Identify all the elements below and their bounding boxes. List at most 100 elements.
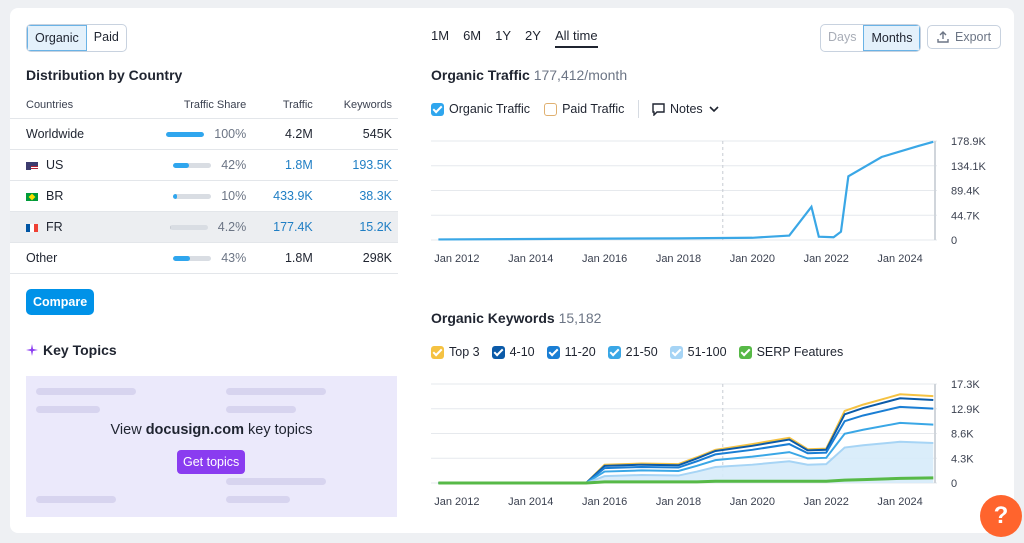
x-tick-label: Jan 2016 (582, 253, 627, 265)
x-tick-label: Jan 2014 (508, 253, 553, 265)
x-tick-label: Jan 2020 (730, 496, 775, 508)
x-tick-label: Jan 2024 (877, 253, 922, 265)
paid-traffic-checkbox[interactable] (544, 102, 558, 116)
legend-checkbox-top-3[interactable] (431, 345, 444, 359)
share-bar (169, 224, 208, 230)
legend-label: 4-10 (509, 345, 535, 359)
period-1y[interactable]: 1Y (495, 28, 512, 43)
paid-tab[interactable]: Paid (93, 30, 119, 44)
share-cell: 42% (126, 149, 253, 181)
legend-label: 11-20 (564, 345, 596, 359)
traffic-cell[interactable]: 433.9K (252, 180, 319, 212)
traffic-cell: 4.2M (252, 118, 319, 150)
country-cell: US (10, 149, 127, 181)
traffic-cell[interactable]: 1.8M (252, 149, 319, 181)
key-topics-message: View docusign.com key topics (110, 422, 313, 438)
y-tick-label: 44.7K (951, 210, 980, 222)
period-6m[interactable]: 6M (463, 28, 482, 43)
table-row[interactable]: BR 10% 433.9K 38.3K (10, 180, 398, 212)
x-tick-label: Jan 2022 (804, 496, 849, 508)
traffic-cell: 1.8M (252, 242, 319, 274)
compare-button[interactable]: Compare (26, 289, 95, 315)
series-line-4-10 (438, 397, 934, 484)
col-traffic: Traffic (252, 92, 319, 119)
x-tick-label: Jan 2020 (730, 253, 775, 265)
country-cell: Worldwide (10, 118, 127, 150)
keywords-title: Organic Keywords 15,182 (431, 310, 602, 326)
x-tick-label: Jan 2024 (877, 496, 922, 508)
share-cell: 100% (126, 118, 253, 150)
chevron-down-icon (709, 106, 719, 113)
y-tick-label: 8.6K (951, 429, 974, 441)
legend-label: SERP Features (756, 345, 844, 359)
organic-tab[interactable]: Organic (27, 25, 87, 51)
series-line-21-50 (438, 421, 934, 484)
months-tab[interactable]: Months (863, 25, 921, 51)
table-row[interactable]: FR 4.2% 177.4K 15.2K (10, 211, 398, 243)
series-line-11-20 (438, 405, 934, 484)
export-button[interactable]: Export (927, 25, 1002, 49)
keywords-cell[interactable]: 15.2K (318, 211, 398, 243)
series-line-top-3 (438, 393, 934, 484)
series-area-51-100 (438, 441, 934, 483)
table-row[interactable]: Other 43% 1.8M 298K (10, 242, 398, 274)
share-cell: 43% (126, 242, 253, 274)
y-tick-label: 0 (951, 235, 957, 247)
legend-checkbox-serp-features[interactable] (738, 345, 752, 359)
help-button[interactable]: ? (980, 495, 1022, 537)
us-flag-icon (26, 161, 38, 170)
legend-checkbox-4-10[interactable] (491, 345, 505, 359)
share-bar (166, 131, 205, 137)
organic-traffic-checkbox[interactable] (431, 102, 444, 116)
share-cell: 4.2% (126, 211, 253, 243)
country-cell: BR (10, 180, 127, 212)
get-topics-button[interactable]: Get topics (177, 450, 246, 474)
share-bar (173, 255, 212, 261)
table-row[interactable]: Worldwide 100% 4.2M 545K (10, 118, 398, 150)
traffic-title: Organic Traffic 177,412/month (431, 67, 628, 83)
keywords-cell[interactable]: 38.3K (318, 180, 398, 212)
br-flag-icon (26, 192, 38, 201)
keywords-cell: 298K (318, 242, 398, 274)
legend-label: 51-100 (687, 345, 727, 359)
key-topics-title: Key Topics (43, 342, 117, 358)
share-bar (173, 162, 212, 168)
traffic-legend: Organic Traffic Paid Traffic (431, 102, 624, 116)
x-tick-label: Jan 2016 (582, 496, 627, 508)
period-selector: 1M 6M 1Y 2Y All time (431, 28, 598, 48)
table-row[interactable]: US 42% 1.8M 193.5K (10, 149, 398, 181)
period-1m[interactable]: 1M (431, 28, 450, 43)
keywords-value: 15,182 (558, 310, 602, 326)
country-table: Countries Traffic Share Traffic Keywords… (10, 92, 398, 274)
organic-traffic-label: Organic Traffic (449, 102, 531, 116)
legend-checkbox-11-20[interactable] (546, 345, 560, 359)
y-tick-label: 0 (951, 478, 957, 490)
legend-label: Top 3 (449, 345, 480, 359)
notes-label: Notes (670, 102, 703, 116)
period-all-time[interactable]: All time (554, 28, 598, 48)
period-2y[interactable]: 2Y (525, 28, 541, 43)
col-countries: Countries (10, 92, 127, 119)
share-cell: 10% (126, 180, 253, 212)
series-line-serp-features (438, 476, 934, 485)
fr-flag-icon (26, 223, 38, 232)
export-label: Export (955, 30, 992, 44)
keywords-legend: Top 3 4-10 11-20 21-50 51-100 SERP Features (431, 345, 855, 359)
keywords-cell[interactable]: 193.5K (318, 149, 398, 181)
traffic-cell[interactable]: 177.4K (252, 211, 319, 243)
y-tick-label: 17.3K (951, 379, 980, 391)
legend-checkbox-21-50[interactable] (607, 345, 621, 359)
x-tick-label: Jan 2022 (804, 253, 849, 265)
notes-dropdown[interactable]: Notes (652, 102, 719, 116)
x-tick-label: Jan 2018 (656, 496, 701, 508)
days-tab[interactable]: Days (828, 30, 857, 44)
x-tick-label: Jan 2018 (656, 253, 701, 265)
y-tick-label: 4.3K (951, 453, 974, 465)
legend-checkbox-51-100[interactable] (669, 345, 683, 359)
y-tick-label: 89.4K (951, 186, 980, 198)
legend-label: 21-50 (625, 345, 658, 359)
y-tick-label: 178.9K (951, 136, 987, 148)
share-bar (173, 193, 212, 199)
organic-traffic-line (438, 140, 934, 241)
